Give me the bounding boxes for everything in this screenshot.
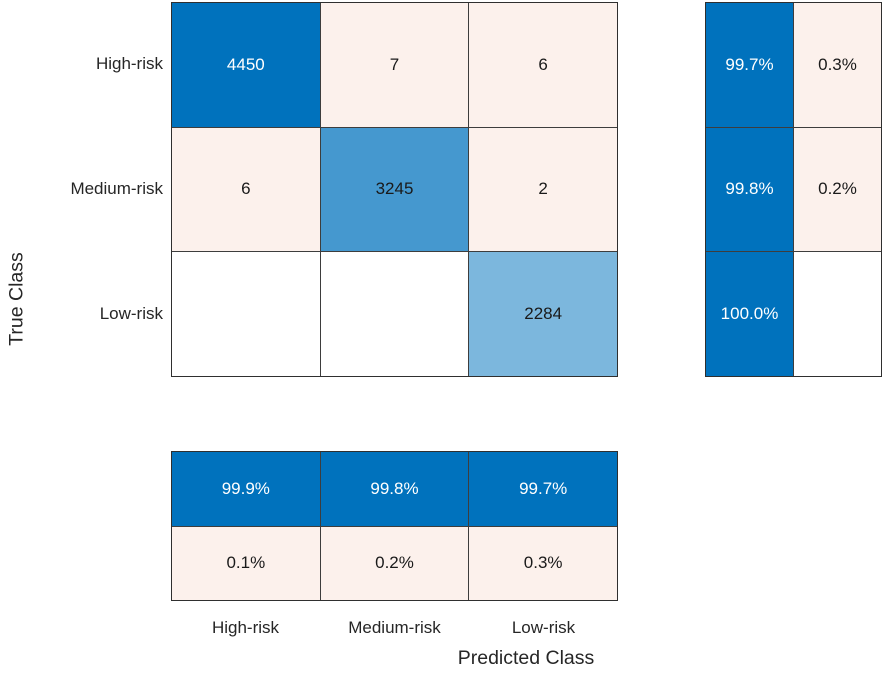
column-summary-grid: 99.9% 99.8% 99.7% 0.1% 0.2% 0.3% bbox=[171, 451, 618, 601]
confusion-matrix-grid: 4450 7 6 6 3245 2 2284 bbox=[171, 2, 618, 377]
row-summary-correct-r3: 100.0% bbox=[706, 252, 793, 376]
matrix-cell-r1c3: 6 bbox=[469, 3, 617, 127]
row-summary-grid: 99.7% 0.3% 99.8% 0.2% 100.0% bbox=[705, 2, 882, 377]
row-summary-incorrect-r1: 0.3% bbox=[794, 3, 881, 127]
row-summary-correct-r2: 99.8% bbox=[706, 127, 793, 252]
x-tick-high-risk: High-risk bbox=[211, 618, 280, 637]
row-summary-incorrect-r2: 0.2% bbox=[794, 127, 881, 252]
x-axis-label: Predicted Class bbox=[457, 647, 595, 669]
matrix-cell-r2c3: 2 bbox=[469, 127, 617, 252]
matrix-cell-r3c1 bbox=[172, 252, 320, 376]
x-tick-low-risk: Low-risk bbox=[511, 618, 576, 637]
col-summary-correct-c1: 99.9% bbox=[172, 452, 320, 526]
col-summary-correct-c2: 99.8% bbox=[320, 452, 469, 526]
col-summary-incorrect-c2: 0.2% bbox=[320, 526, 469, 600]
col-summary-incorrect-c3: 0.3% bbox=[469, 526, 617, 600]
col-summary-incorrect-c1: 0.1% bbox=[172, 526, 320, 600]
y-tick-low-risk: Low-risk bbox=[99, 304, 163, 323]
row-summary-incorrect-r3 bbox=[794, 252, 881, 376]
col-summary-correct-c3: 99.7% bbox=[469, 452, 617, 526]
matrix-cell-r3c3: 2284 bbox=[469, 252, 617, 376]
x-tick-medium-risk: Medium-risk bbox=[348, 618, 441, 637]
matrix-cell-r2c1: 6 bbox=[172, 127, 320, 252]
matrix-cell-r3c2 bbox=[320, 252, 469, 376]
y-axis-label: True Class bbox=[5, 252, 28, 346]
y-tick-high-risk: High-risk bbox=[95, 54, 163, 73]
matrix-cell-r1c2: 7 bbox=[320, 3, 469, 127]
y-tick-medium-risk: Medium-risk bbox=[70, 179, 163, 198]
matrix-cell-r1c1: 4450 bbox=[172, 3, 320, 127]
row-summary-correct-r1: 99.7% bbox=[706, 3, 793, 127]
matrix-cell-r2c2: 3245 bbox=[320, 127, 469, 252]
